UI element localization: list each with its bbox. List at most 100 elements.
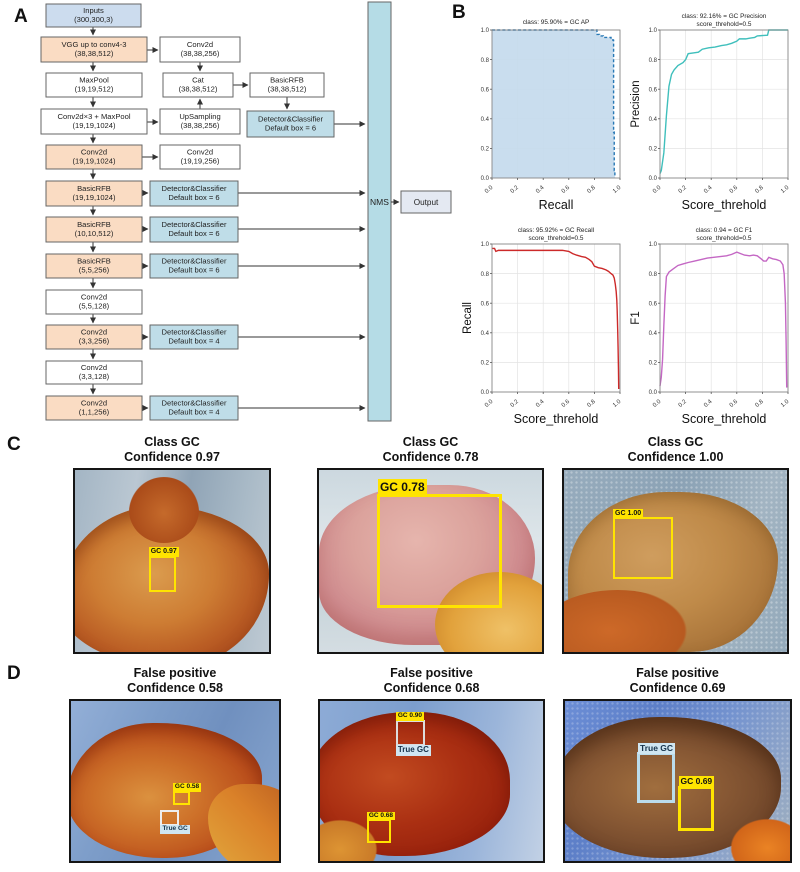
example-title: Class GC Confidence 0.78: [317, 435, 544, 465]
svg-text:Conv2d: Conv2d: [81, 148, 107, 157]
svg-text:0.6: 0.6: [481, 87, 490, 93]
svg-text:1.0: 1.0: [649, 28, 658, 34]
svg-text:0.0: 0.0: [481, 176, 490, 182]
svg-text:Conv2d: Conv2d: [81, 363, 107, 372]
svg-text:BasicRFB: BasicRFB: [77, 220, 111, 229]
arch-node-det5: Detector&Classifier Default box = 6: [149, 253, 239, 279]
svg-text:0.4: 0.4: [481, 117, 490, 123]
svg-text:BasicRFB: BasicRFB: [77, 257, 111, 266]
svg-text:0.4: 0.4: [535, 399, 546, 409]
chart-1: 0.0 0.0 0.2 0.2 0.4 0.4 0.6 0.6 0.8 0.8 1.0 1.0 clas…: [630, 13, 791, 212]
detection-label: GC 0.58: [172, 782, 202, 792]
svg-text:1.0: 1.0: [780, 399, 791, 409]
svg-text:(38,38,512): (38,38,512): [268, 85, 307, 94]
svg-text:0.8: 0.8: [649, 58, 658, 64]
detection-box: GC 0.68: [366, 811, 396, 844]
chart-0: 0.0 0.0 0.2 0.2 0.4 0.4 0.6 0.6 0.8 0.8 1.0 1.0 clas…: [481, 19, 623, 212]
architecture-svg: Inputs (300,300,3) VGG up to conv4-3 (38…: [40, 1, 452, 422]
svg-text:BasicRFB: BasicRFB: [270, 76, 304, 85]
svg-text:Default box = 6: Default box = 6: [168, 266, 219, 275]
example-title: False positive Confidence 0.68: [318, 666, 545, 696]
chart-title: score_threhold=0.5: [529, 235, 584, 242]
svg-text:Conv2d: Conv2d: [81, 293, 107, 302]
svg-text:(5,5,256): (5,5,256): [79, 266, 110, 275]
arch-node-inputs: Inputs (300,300,3): [45, 3, 142, 28]
svg-text:0.6: 0.6: [481, 301, 490, 307]
chart-title: class: 95.90% = GC AP: [523, 19, 590, 26]
svg-text:0.8: 0.8: [586, 399, 597, 409]
specimen-photo: GC 1.00: [562, 468, 789, 654]
arch-node-maxpool: MaxPool (19,19,512): [45, 72, 143, 98]
svg-text:MaxPool: MaxPool: [79, 76, 109, 85]
detection-label: True GC: [638, 742, 676, 755]
svg-text:Output: Output: [414, 198, 439, 207]
svg-text:0.2: 0.2: [678, 399, 689, 409]
example-title: Class GC Confidence 0.97: [73, 435, 271, 465]
svg-text:0.2: 0.2: [481, 361, 490, 367]
svg-text:Conv2d×3 + MaxPool: Conv2d×3 + MaxPool: [57, 112, 130, 121]
example-card-c2: Class GC Confidence 0.78 GC 0.78: [317, 435, 544, 654]
chart-cell-2: 0.0 0.0 0.2 0.2 0.4 0.4 0.6 0.6 0.8 0.8 1.0 1.0 clas…: [462, 224, 628, 429]
panel-a-label: A: [14, 6, 28, 27]
chart-cell-0: 0.0 0.0 0.2 0.2 0.4 0.4 0.6 0.6 0.8 0.8 1.0 1.0 clas…: [462, 10, 628, 215]
chart-ylabel: Recall: [462, 302, 474, 334]
architecture-diagram: Inputs (300,300,3) VGG up to conv4-3 (38…: [0, 0, 460, 432]
detection-box: True GC: [160, 809, 190, 834]
specimen-photo: True GC GC 0.69: [563, 699, 792, 863]
example-title-line2: Confidence 0.69: [629, 681, 726, 695]
svg-text:UpSampling: UpSampling: [179, 112, 220, 121]
svg-text:(19,19,256): (19,19,256): [181, 157, 220, 166]
svg-text:(3,3,256): (3,3,256): [79, 337, 110, 346]
svg-text:Detector&Classifier: Detector&Classifier: [162, 220, 227, 229]
svg-text:Detector&Classifier: Detector&Classifier: [162, 184, 227, 193]
example-card-d1: False positive Confidence 0.58 GC 0.58 Tr…: [69, 666, 281, 863]
arch-node-rfb38: BasicRFB (38,38,512): [249, 72, 325, 98]
arch-node-rfb19: BasicRFB (19,19,1024): [45, 180, 143, 207]
svg-text:Default box = 6: Default box = 6: [168, 229, 219, 238]
svg-text:Inputs: Inputs: [83, 6, 104, 15]
chart-ylabel: F1: [630, 311, 642, 324]
svg-text:Conv2d: Conv2d: [187, 40, 213, 49]
svg-text:(38,38,512): (38,38,512): [75, 49, 114, 58]
arch-node-cat: Cat (38,38,512): [162, 72, 234, 98]
specimen-photo: GC 0.58 True GC: [69, 699, 281, 863]
detection-label: GC 0.68: [366, 811, 396, 821]
svg-text:0.6: 0.6: [561, 185, 572, 195]
arch-node-rfb10: BasicRFB (10,10,512): [45, 216, 143, 243]
svg-text:0.2: 0.2: [481, 147, 490, 153]
svg-text:1.0: 1.0: [612, 185, 623, 195]
svg-text:1.0: 1.0: [649, 242, 658, 248]
svg-text:0.8: 0.8: [481, 58, 490, 64]
svg-text:Conv2d: Conv2d: [187, 148, 213, 157]
svg-text:Detector&Classifier: Detector&Classifier: [162, 399, 227, 408]
example-title-line2: Confidence 1.00: [627, 450, 724, 464]
arch-node-conv1: Conv2d (1,1,256): [45, 395, 143, 421]
detection-label: GC 0.69: [678, 776, 715, 788]
svg-text:0.2: 0.2: [510, 185, 521, 195]
svg-text:(1,1,256): (1,1,256): [79, 408, 110, 417]
svg-text:0.4: 0.4: [649, 117, 658, 123]
chart-title: class: 92.16% = GC Precision: [682, 13, 767, 20]
panel-c-label: C: [7, 434, 21, 455]
svg-text:Default box = 6: Default box = 6: [168, 193, 219, 202]
detection-box: GC 0.97: [148, 547, 179, 592]
svg-text:0.8: 0.8: [649, 272, 658, 278]
svg-text:0.2: 0.2: [649, 361, 658, 367]
svg-text:(300,300,3): (300,300,3): [74, 15, 113, 24]
detection-label: GC 0.97: [148, 547, 179, 557]
detection-label: True GC: [395, 744, 431, 756]
detection-label: GC 1.00: [613, 508, 644, 519]
example-title-line2: Confidence 0.78: [382, 450, 479, 464]
detection-label: GC 0.78: [377, 479, 427, 496]
chart-title: score_threhold=0.5: [697, 235, 752, 242]
svg-text:0.6: 0.6: [561, 399, 572, 409]
svg-text:0.4: 0.4: [535, 185, 546, 195]
detection-label: GC 0.90: [395, 712, 425, 722]
chart-title: class: 0.94 = GC F1: [696, 227, 753, 234]
example-title-line1: Class GC: [144, 435, 200, 449]
panel-b-label: B: [452, 2, 466, 23]
example-title: False positive Confidence 0.58: [69, 666, 281, 696]
svg-text:0.8: 0.8: [754, 399, 765, 409]
svg-text:0.0: 0.0: [649, 390, 658, 396]
svg-text:(10,10,512): (10,10,512): [75, 229, 114, 238]
